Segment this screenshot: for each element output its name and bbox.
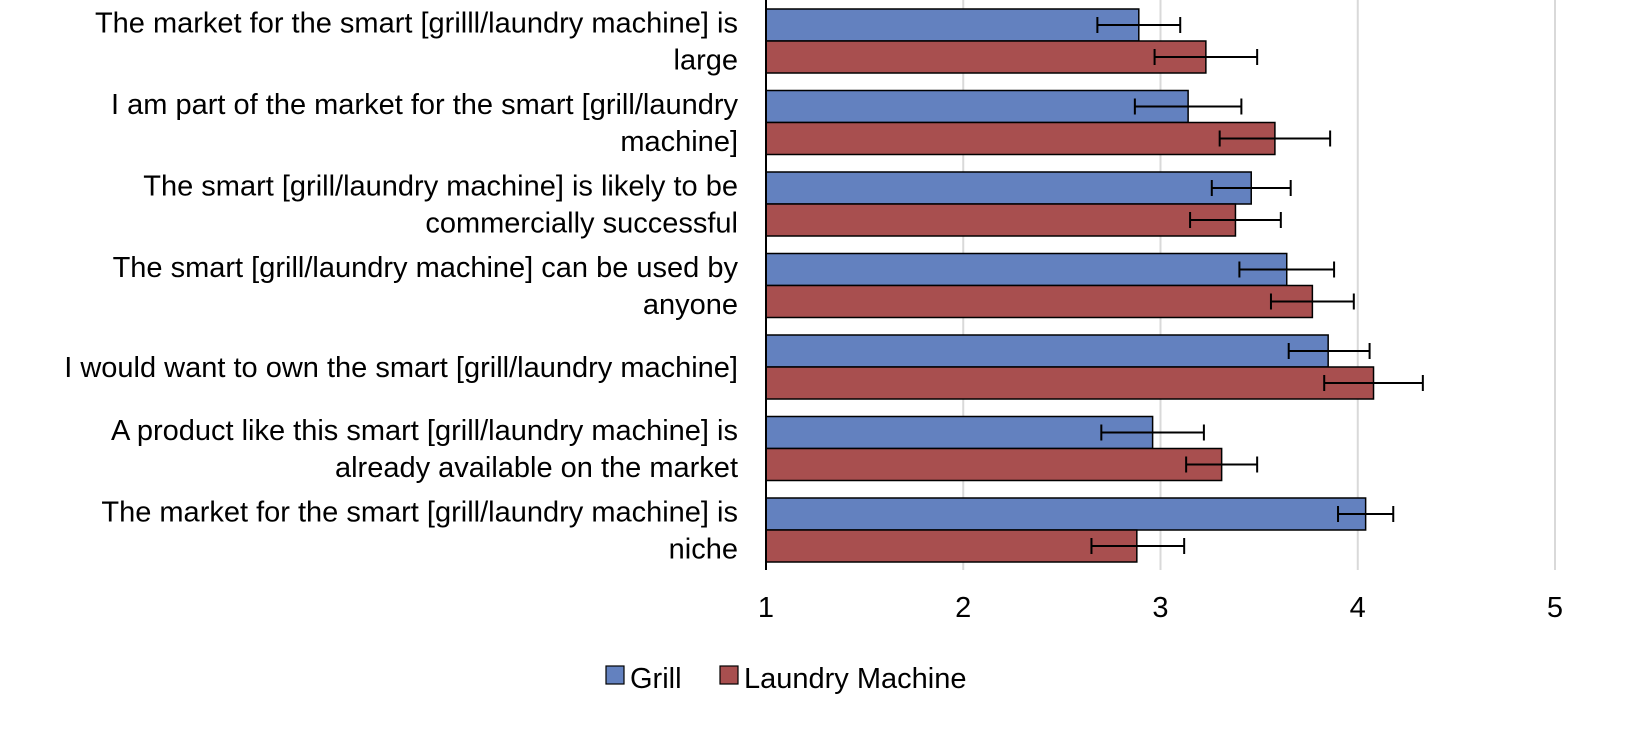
category-label-1-line-1: machine] [620, 126, 738, 158]
legend-label-0: Grill [630, 663, 682, 695]
x-tick-label-2: 2 [955, 592, 971, 624]
bar-grill-0 [765, 8, 1140, 42]
category-label-5-line-1: already available on the market [335, 452, 738, 484]
category-label-6-line-0: The market for the smart [grill/laundry … [101, 497, 738, 529]
bar-laundry-2 [765, 203, 1237, 237]
category-label-5-line-0: A product like this smart [grill/laundry… [111, 415, 738, 447]
bar-laundry-3 [765, 284, 1314, 319]
bar-grill-2 [765, 171, 1252, 205]
bar-laundry-4 [765, 366, 1375, 400]
bar-grill-3 [765, 252, 1288, 287]
x-tick-label-4: 4 [1350, 592, 1366, 624]
bar-laundry-0 [765, 40, 1207, 74]
legend: Grill Laundry Machine [605, 663, 966, 695]
category-label-2-line-0: The smart [grill/laundry machine] is lik… [143, 171, 738, 203]
bar-grill-6 [765, 497, 1367, 531]
legend-swatch-1 [719, 665, 739, 685]
bar-laundry-5 [765, 447, 1223, 482]
category-labels: The market for the smart [grilll/laundry… [64, 8, 738, 566]
x-axis: 1 2 3 4 5 [758, 0, 1563, 624]
x-tick-label-3: 3 [1152, 592, 1168, 624]
category-label-4-line-0: I would want to own the smart [grill/lau… [64, 352, 738, 384]
legend-swatch-0 [605, 665, 625, 685]
category-label-3-line-1: anyone [643, 289, 738, 321]
category-label-1-line-0: I am part of the market for the smart [g… [111, 89, 738, 121]
bars [765, 8, 1375, 563]
category-label-6-line-1: niche [669, 534, 738, 566]
category-label-0-line-0: The market for the smart [grilll/laundry… [95, 8, 738, 40]
x-tick-label-1: 1 [758, 592, 774, 624]
bar-laundry-1 [765, 121, 1276, 156]
bar-grill-5 [765, 415, 1154, 450]
category-label-2-line-1: commercially successful [425, 208, 738, 240]
error-bars [1090, 17, 1424, 554]
legend-label-1: Laundry Machine [744, 663, 966, 695]
x-tick-label-5: 5 [1547, 592, 1563, 624]
category-label-3-line-0: The smart [grill/laundry machine] can be… [113, 252, 739, 284]
bar-laundry-6 [765, 529, 1138, 563]
bar-grill-4 [765, 334, 1329, 368]
category-label-0-line-1: large [674, 45, 739, 77]
bar-grill-1 [765, 89, 1189, 124]
